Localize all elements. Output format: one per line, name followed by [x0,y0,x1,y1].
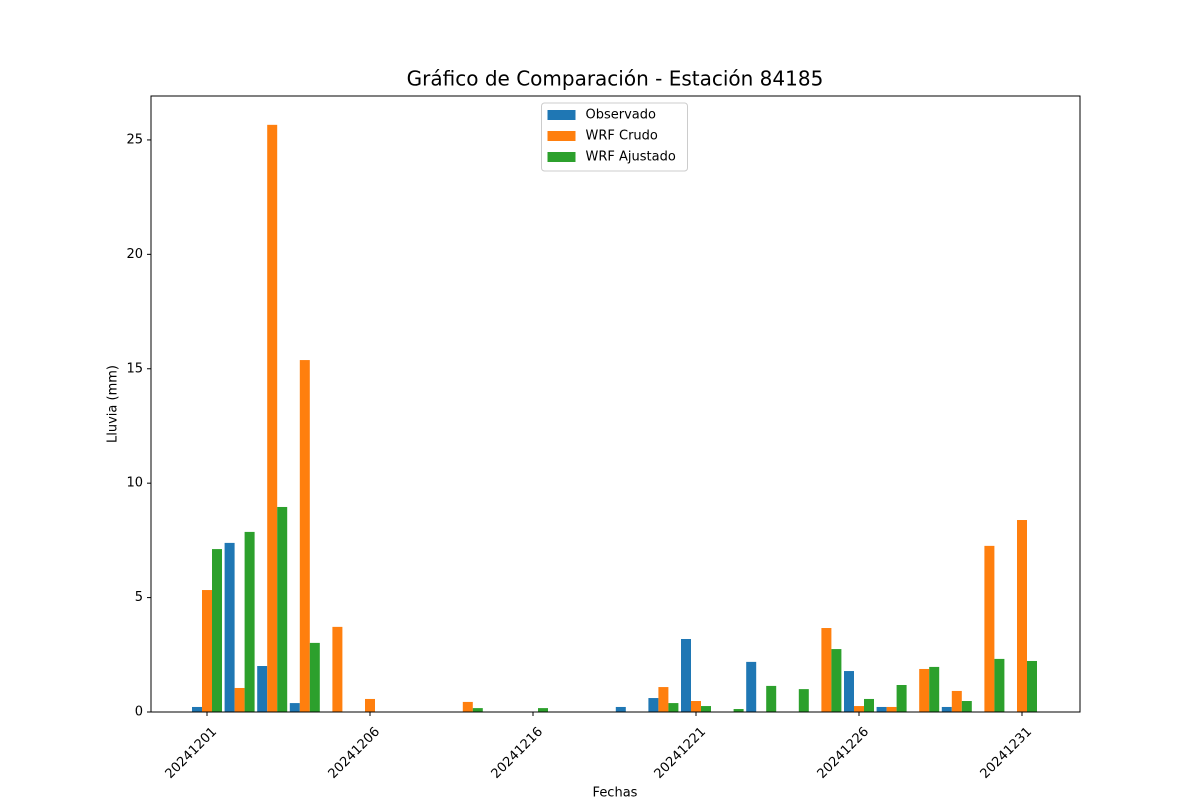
bar [1027,660,1037,712]
bar [648,698,659,712]
bar [919,668,930,712]
bar [668,703,679,712]
bar [733,709,744,712]
bar [929,666,940,712]
x-tick-label: 20241216 [489,724,546,781]
bar [941,706,952,712]
bar [681,639,691,712]
bar [854,706,864,712]
bar [257,666,268,712]
bar [876,706,887,712]
legend-label: WRF Crudo [586,129,658,144]
plot-frame [150,95,1081,713]
x-tick-label: 20241206 [326,724,383,781]
bar [192,706,202,712]
bar [691,701,701,712]
bar [658,687,669,712]
x-tick-label: 20241226 [815,724,872,781]
bar [844,671,854,712]
y-axis-label: Lluvia (mm) [106,365,121,443]
bar [309,642,320,712]
bar [299,360,310,712]
bar [244,531,255,712]
legend-label: WRF Ajustado [586,150,676,165]
bar [277,506,288,712]
y-tick-label: 20 [126,247,143,262]
legend-swatch [547,152,576,162]
bar [864,698,874,712]
bar [896,684,907,712]
bar [701,706,711,712]
legend-label: Observado [586,108,657,123]
bar [234,687,245,712]
bar [886,706,897,712]
bar [766,685,777,712]
bar [462,701,473,712]
bar [746,661,757,712]
bar [615,706,626,712]
legend: Observado WRF Crudo WRF Ajustado [541,102,688,172]
bar [224,542,235,712]
bar [961,701,972,712]
legend-swatch [547,131,576,141]
y-tick-label: 10 [126,476,143,491]
y-tick-label: 5 [135,590,143,605]
bar [951,690,962,712]
y-tick-label: 15 [126,361,143,376]
bar [212,549,222,712]
bar [472,708,483,712]
bar [332,626,343,712]
bar [831,649,842,712]
bar [994,658,1005,712]
x-tick-label: 20241201 [163,724,220,781]
chart-title: Gráfico de Comparación - Estación 84185 [407,67,824,91]
bar [821,628,832,712]
legend-box [541,102,688,172]
y-tick-label: 0 [135,705,143,720]
bar [365,698,375,712]
y-tick-label: 25 [126,132,143,147]
bar [267,124,278,712]
bar [538,708,548,712]
x-tick-label: 20241231 [978,724,1035,781]
bar [289,703,300,712]
bar [1017,520,1027,712]
x-axis-label: Fechas [593,786,638,800]
bar [984,545,995,712]
legend-swatch [547,110,576,120]
bar [798,689,809,712]
x-tick-label: 20241221 [652,724,709,781]
bar [202,590,212,712]
